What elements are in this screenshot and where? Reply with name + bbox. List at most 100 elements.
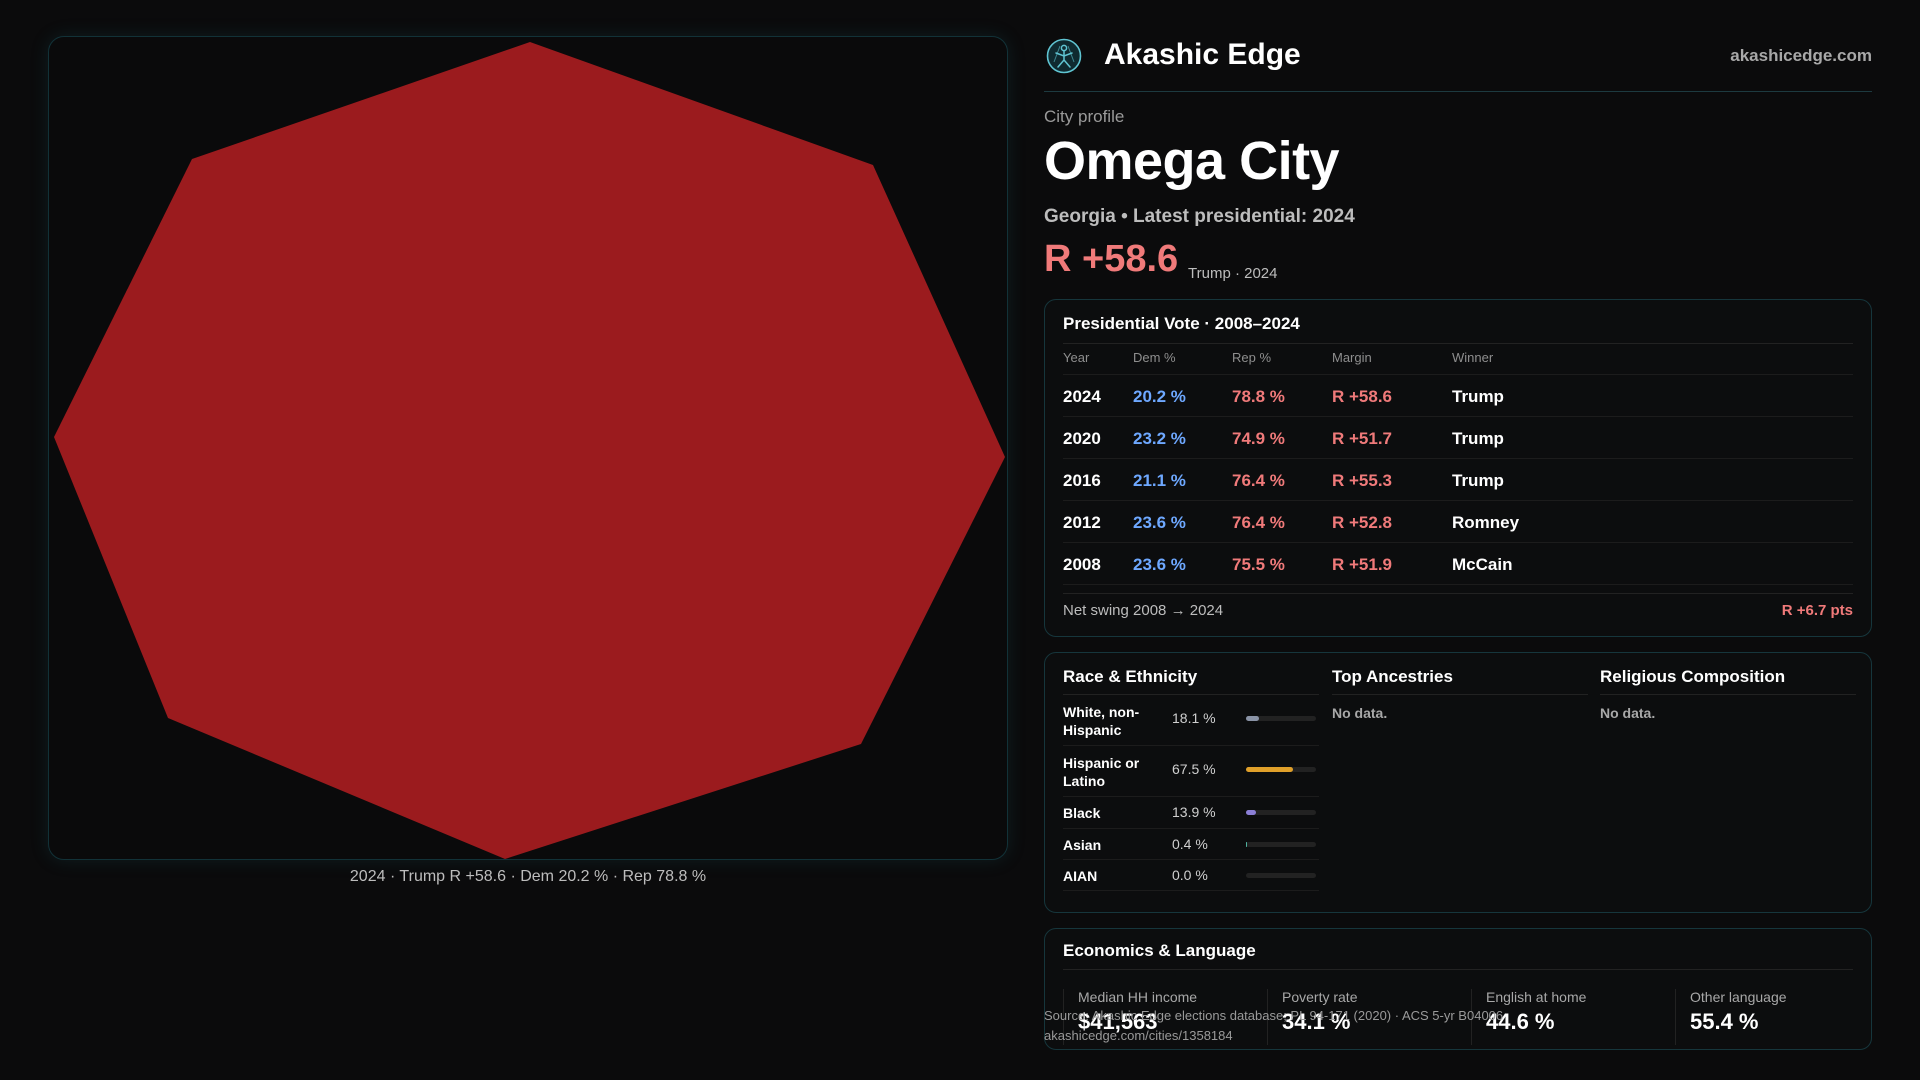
table-row: 2012 23.6 % 76.4 % R +52.8 Romney — [1063, 501, 1853, 543]
race-label: Black — [1063, 805, 1101, 821]
list-item: Black 13.9 % — [1063, 797, 1319, 829]
margin-cell: R +55.3 — [1332, 471, 1393, 490]
headline-margin-note: Trump · 2024 — [1188, 265, 1278, 282]
race-bar — [1246, 842, 1316, 847]
year-cell: 2024 — [1063, 387, 1101, 406]
year-cell: 2020 — [1063, 429, 1101, 448]
winner-cell: Trump — [1452, 387, 1504, 406]
vote-table: Year Dem % Rep % Margin Winner 2024 20.2… — [1063, 350, 1853, 585]
stat-value: 34.1 % — [1282, 1009, 1351, 1034]
dem-cell: 23.6 % — [1133, 555, 1186, 574]
net-swing-label: Net swing 2008 → 2024 — [1063, 602, 1224, 619]
economics-card-title: Economics & Language — [1063, 941, 1256, 960]
brand-name[interactable]: Akashic Edge — [1104, 38, 1301, 71]
demographics-card: Race & Ethnicity White, non-Hispanic 18.… — [1044, 652, 1872, 913]
race-percent: 0.4 % — [1172, 836, 1208, 852]
stat-label: Poverty rate — [1282, 989, 1358, 1005]
winner-cell: Trump — [1452, 429, 1504, 448]
race-bar-fill — [1246, 810, 1256, 815]
top-ancestries-section: Top Ancestries No data. — [1332, 667, 1588, 721]
dem-cell: 23.6 % — [1133, 513, 1186, 532]
table-header-row: Year Dem % Rep % Margin Winner — [1063, 350, 1853, 375]
year-cell: 2016 — [1063, 471, 1101, 490]
race-label: White, non-Hispanic — [1063, 704, 1140, 738]
column-header-winner: Winner — [1452, 350, 1494, 365]
stat-value: $41,563 — [1078, 1009, 1158, 1034]
margin-cell: R +51.9 — [1332, 555, 1393, 574]
race-list: White, non-Hispanic 18.1 % Hispanic or L… — [1063, 695, 1319, 891]
stylized-figure-icon[interactable] — [1046, 38, 1082, 74]
race-label: Asian — [1063, 837, 1102, 853]
rep-cell: 76.4 % — [1232, 513, 1285, 532]
stat-value: 55.4 % — [1690, 1009, 1759, 1034]
divider — [1063, 593, 1853, 594]
dem-cell: 23.2 % — [1133, 429, 1186, 448]
race-bar — [1246, 810, 1316, 815]
economics-language-card: Economics & Language Median HH income $4… — [1044, 928, 1872, 1050]
stat-label: English at home — [1486, 989, 1587, 1005]
race-bar — [1246, 767, 1316, 772]
winner-cell: Trump — [1452, 471, 1504, 490]
divider — [1063, 969, 1853, 970]
margin-cell: R +52.8 — [1332, 513, 1393, 532]
stat-value: 44.6 % — [1486, 1009, 1555, 1034]
table-row: 2016 21.1 % 76.4 % R +55.3 Trump — [1063, 459, 1853, 501]
dem-cell: 20.2 % — [1133, 387, 1186, 406]
source-citation: Source: Akashic Edge elections database;… — [1044, 1008, 1504, 1023]
rep-cell: 78.8 % — [1232, 387, 1285, 406]
site-header: Akashic Edge akashicedge.com — [1044, 36, 1872, 92]
religious-composition-section: Religious Composition No data. — [1600, 667, 1856, 721]
race-ethnicity-section: Race & Ethnicity White, non-Hispanic 18.… — [1063, 667, 1319, 891]
list-item: White, non-Hispanic 18.1 % — [1063, 695, 1319, 746]
map-caption: 2024 · Trump R +58.6 · Dem 20.2 % · Rep … — [349, 868, 707, 885]
stat-poverty-rate: Poverty rate 34.1 % — [1267, 989, 1457, 1045]
source-link[interactable]: akashicedge.com/cities/1358184 — [1044, 1028, 1233, 1043]
source-footer: Source: Akashic Edge elections database;… — [1044, 1006, 1503, 1046]
year-cell: 2008 — [1063, 555, 1101, 574]
column-header-rep: Rep % — [1232, 350, 1272, 365]
dem-cell: 21.1 % — [1133, 471, 1186, 490]
city-profile-panel: Akashic Edge akashicedge.com City profil… — [1044, 0, 1872, 1080]
page-eyebrow: City profile — [1044, 107, 1125, 126]
margin-cell: R +51.7 — [1332, 429, 1393, 448]
race-label: Hispanic or Latino — [1063, 755, 1140, 789]
city-boundary-shape[interactable] — [54, 42, 1005, 859]
stat-other-language: Other language 55.4 % — [1675, 989, 1865, 1045]
ancestries-empty-text: No data. — [1332, 705, 1388, 721]
stat-label: Median HH income — [1078, 989, 1198, 1005]
rep-cell: 74.9 % — [1232, 429, 1285, 448]
race-bar-fill — [1246, 716, 1259, 721]
race-percent: 18.1 % — [1172, 710, 1216, 726]
year-cell: 2012 — [1063, 513, 1101, 532]
headline-margin: R +58.6 — [1044, 238, 1179, 280]
net-swing-value: R +6.7 pts — [1781, 602, 1853, 619]
column-header-year: Year — [1063, 350, 1090, 365]
race-bar-fill — [1246, 767, 1294, 772]
page-title: Omega City — [1044, 131, 1340, 191]
list-item: AIAN 0.0 % — [1063, 860, 1319, 891]
race-percent: 13.9 % — [1172, 804, 1216, 820]
vote-card-title: Presidential Vote · 2008–2024 — [1063, 314, 1300, 333]
city-boundary-map — [54, 42, 1005, 859]
race-section-title: Race & Ethnicity — [1063, 667, 1319, 695]
site-link[interactable]: akashicedge.com — [1730, 46, 1872, 65]
race-bar — [1246, 873, 1316, 878]
race-percent: 67.5 % — [1172, 761, 1216, 777]
divider — [1063, 343, 1853, 344]
stat-median-income: Median HH income $41,563 — [1063, 989, 1253, 1045]
list-item: Hispanic or Latino 67.5 % — [1063, 746, 1319, 797]
page-subtitle: Georgia • Latest presidential: 2024 — [1044, 206, 1355, 227]
winner-cell: Romney — [1452, 513, 1520, 532]
table-row: 2024 20.2 % 78.8 % R +58.6 Trump — [1063, 375, 1853, 417]
ancestries-section-title: Top Ancestries — [1332, 667, 1588, 695]
map-panel — [48, 36, 1008, 860]
winner-cell: McCain — [1452, 555, 1513, 574]
stat-label: Other language — [1690, 989, 1787, 1005]
stat-english-at-home: English at home 44.6 % — [1471, 989, 1661, 1045]
column-header-margin: Margin — [1332, 350, 1372, 365]
presidential-vote-card: Presidential Vote · 2008–2024 Year Dem %… — [1044, 299, 1872, 637]
race-percent: 0.0 % — [1172, 867, 1208, 883]
rep-cell: 75.5 % — [1232, 555, 1285, 574]
race-bar — [1246, 716, 1316, 721]
table-row: 2020 23.2 % 74.9 % R +51.7 Trump — [1063, 417, 1853, 459]
